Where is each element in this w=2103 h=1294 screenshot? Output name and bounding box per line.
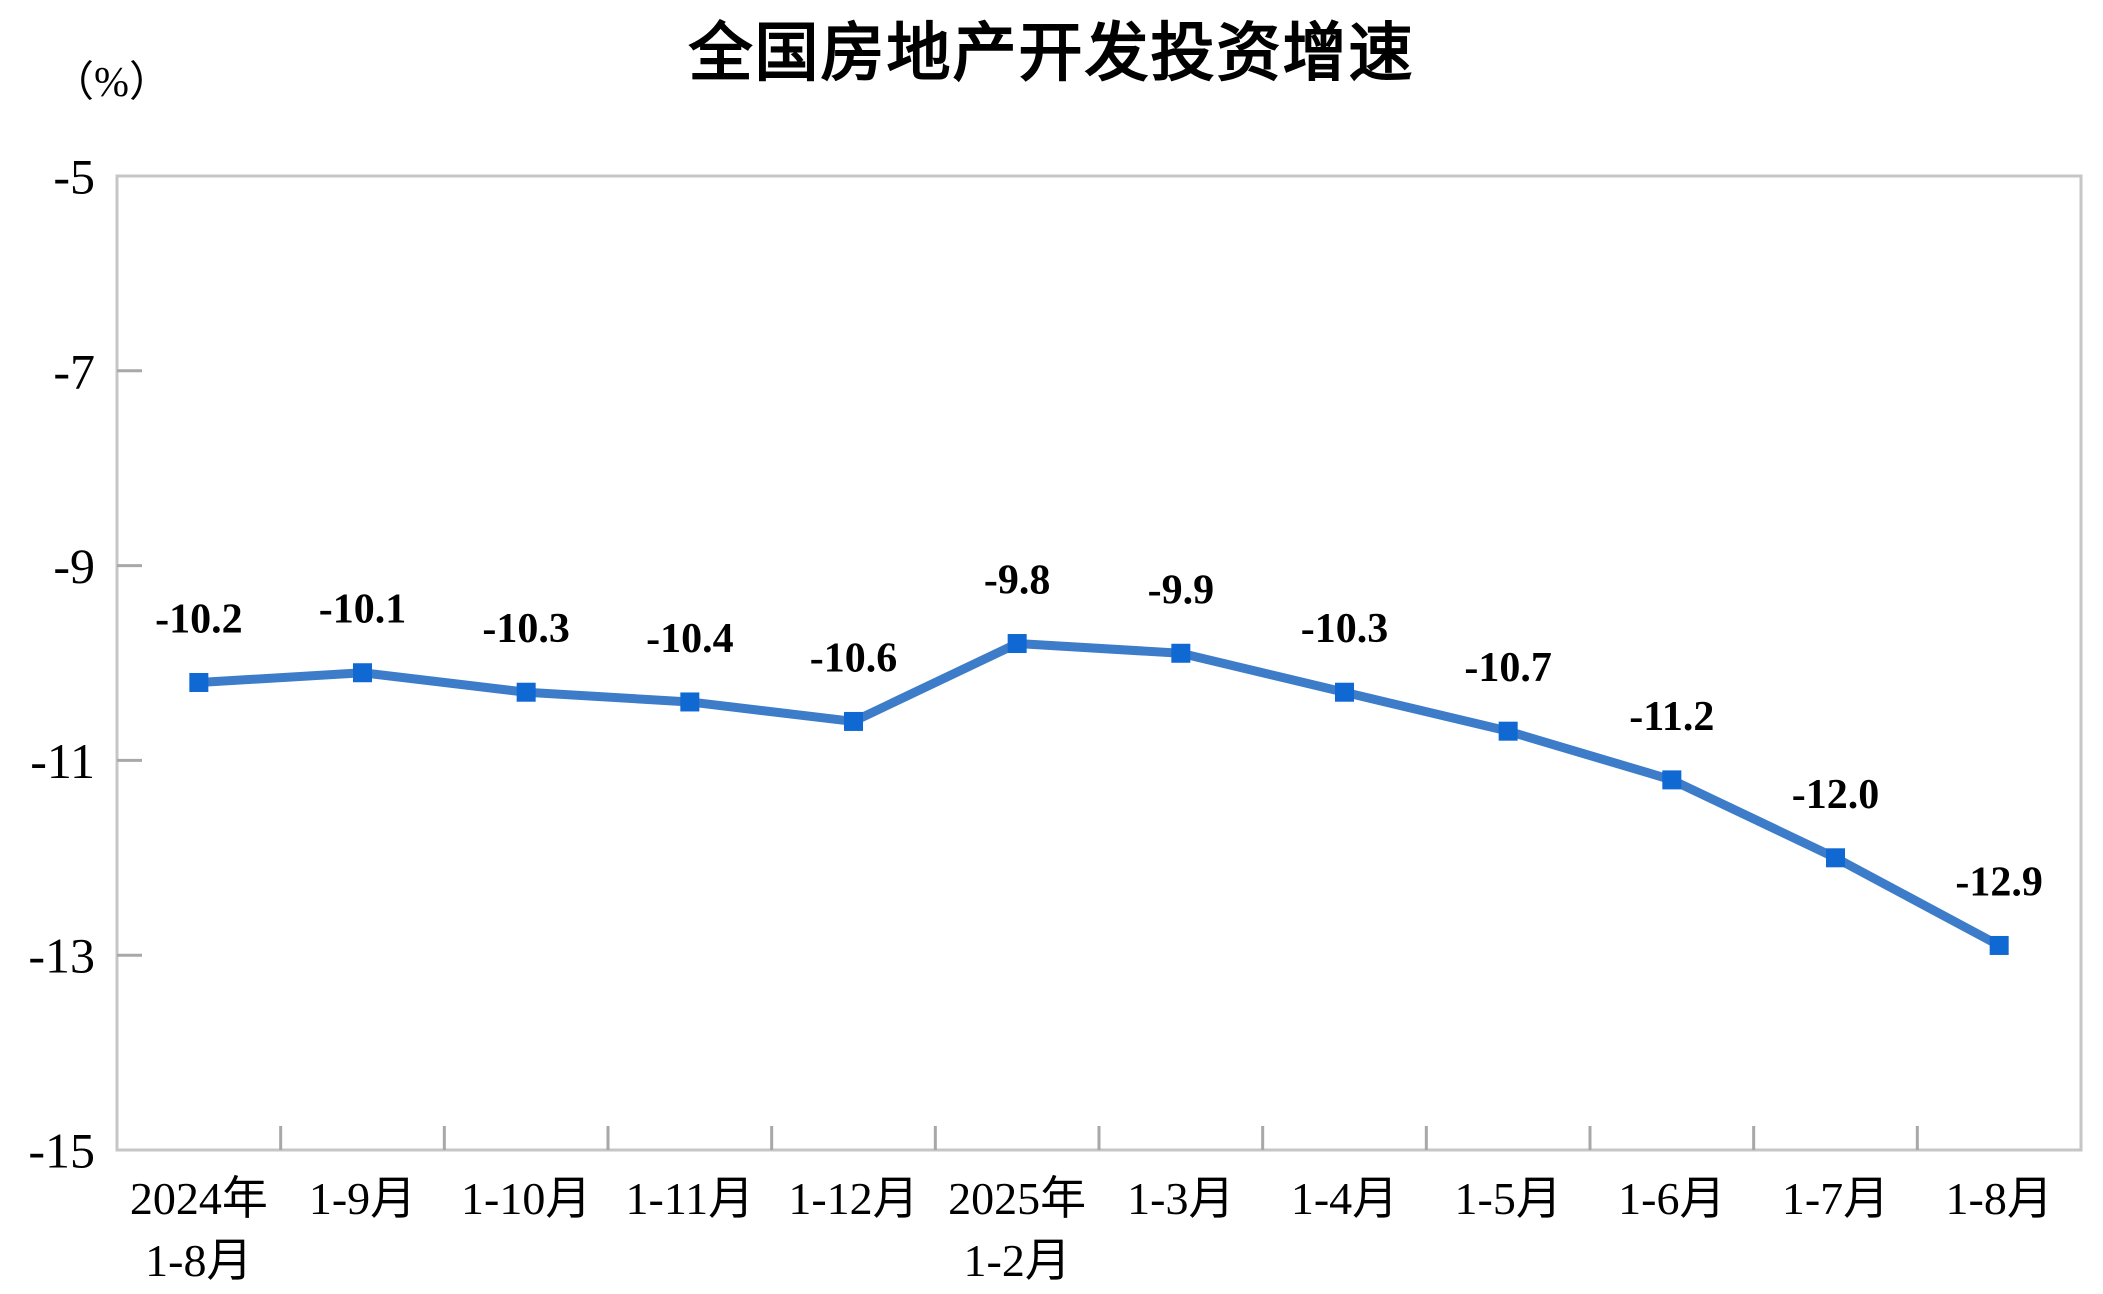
data-point-label: -9.9 <box>1148 567 1215 613</box>
x-axis-category-label: 2024年 1-8月 <box>130 1173 268 1286</box>
data-point-marker <box>1989 935 2009 955</box>
data-line <box>194 639 2004 950</box>
plot-frame <box>115 174 2083 1152</box>
y-axis-tick-label: -13 <box>28 928 95 984</box>
data-point-label: -12.9 <box>1955 859 2043 905</box>
data-point-marker <box>516 682 536 702</box>
x-axis-category-label: 1-12月 <box>788 1173 918 1224</box>
x-axis-category-label: 1-8月 <box>1946 1173 2053 1224</box>
x-axis-category-label: 1-9月 <box>309 1173 416 1224</box>
data-point-label: -10.4 <box>646 616 734 662</box>
data-point-label: -12.0 <box>1792 772 1880 818</box>
y-axis-tick-label: -15 <box>28 1123 95 1179</box>
data-point-label: -10.7 <box>1464 645 1552 691</box>
x-axis-category-label: 1-3月 <box>1127 1173 1234 1224</box>
x-axis-category-label: 1-10月 <box>461 1173 591 1224</box>
data-point-marker <box>1826 848 1845 868</box>
data-point-marker <box>1662 770 1682 790</box>
data-point-label: -10.6 <box>810 635 898 681</box>
x-axis-category-label: 1-4月 <box>1291 1173 1398 1224</box>
y-axis-tick-label: -7 <box>53 343 95 399</box>
data-point-marker <box>1171 643 1191 663</box>
data-point-label: -11.2 <box>1629 694 1714 740</box>
x-axis-category-label: 1-7月 <box>1782 1173 1889 1224</box>
data-point-label: -10.3 <box>482 606 570 652</box>
y-axis-tick-label: -11 <box>30 733 95 789</box>
data-point-label: -9.8 <box>984 558 1051 604</box>
x-axis-category-label: 1-5月 <box>1455 1173 1562 1224</box>
chart-title: 全国房地产开发投资增速 <box>688 17 1415 89</box>
data-point-marker <box>353 663 372 683</box>
data-point-marker <box>189 672 209 692</box>
x-axis-category-label: 1-11月 <box>626 1173 755 1224</box>
data-point-label: -10.3 <box>1301 606 1389 652</box>
data-point-marker <box>844 711 863 731</box>
data-point-label: -10.2 <box>155 596 243 642</box>
x-axis-category-label: 2025年 1-2月 <box>948 1173 1086 1286</box>
data-point-marker <box>1498 721 1518 741</box>
y-axis-tick-label: -9 <box>53 538 95 594</box>
y-axis-unit-label: （%） <box>52 60 171 106</box>
data-point-marker <box>1007 634 1027 654</box>
y-axis-tick-label: -5 <box>53 149 95 205</box>
data-point-marker <box>680 692 700 712</box>
data-point-label: -10.1 <box>319 587 407 633</box>
data-point-marker <box>1335 682 1354 702</box>
x-axis-category-label: 1-6月 <box>1618 1173 1725 1224</box>
